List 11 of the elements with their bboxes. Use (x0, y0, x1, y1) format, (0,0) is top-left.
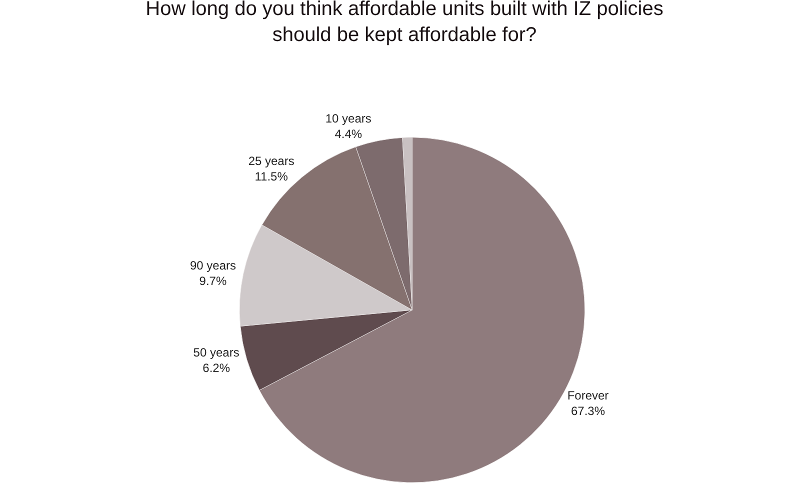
data-label: 6.2% (202, 361, 230, 376)
chart-title: How long do you think affordable units built with IZ policies should be kept affordable for? (146, 0, 664, 46)
slice-label: Forever (567, 388, 609, 402)
slice-label: 10 years (325, 112, 372, 126)
slice-label: 50 years (193, 346, 240, 360)
slice-label: 90 years (190, 258, 236, 272)
data-label: 9.7% (199, 274, 227, 288)
slice-label: 25 years (248, 154, 294, 168)
data-label: 4.4% (334, 127, 362, 142)
data-label: 11.5% (254, 169, 288, 184)
data-label: 67.3% (570, 404, 606, 418)
